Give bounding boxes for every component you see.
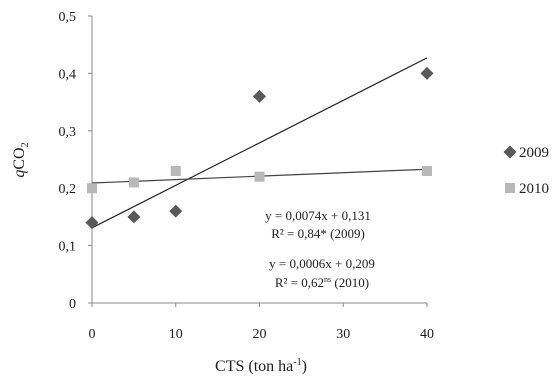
- data-point-2009: [127, 210, 141, 224]
- y-axis-label-subscript: 2: [20, 142, 31, 147]
- legend-marker-2009: [503, 145, 517, 159]
- x-tick-label: 0: [89, 327, 96, 342]
- r2-2009-value: R² = 0,84*: [271, 226, 327, 241]
- equation-2009: y = 0,0074x + 0,131: [265, 208, 371, 223]
- trendline-2009: [91, 57, 428, 229]
- equation-2010: y = 0,0006x + 0,209: [269, 256, 375, 271]
- data-point-2010: [422, 165, 432, 176]
- data-point-2009: [85, 216, 99, 230]
- x-tick-label: 10: [169, 327, 183, 342]
- data-point-2009: [420, 66, 434, 80]
- legend-marker-2010: [505, 183, 515, 193]
- x-tick-label: 30: [336, 327, 350, 342]
- data-point-2010: [254, 171, 265, 182]
- y-tick-label: 0: [69, 297, 76, 312]
- x-tick-label: 20: [253, 327, 267, 342]
- y-tick-label: 0,2: [59, 182, 77, 197]
- y-tick-label: 0,5: [59, 10, 77, 25]
- x-tick-label: 40: [420, 327, 434, 342]
- data-points: [85, 66, 434, 230]
- y-tick-label: 0,4: [59, 67, 77, 82]
- r2-2009-year: (2009): [327, 226, 365, 241]
- legend-label-2009: 2009: [519, 145, 549, 161]
- tick-labels: 0 0,1 0,2 0,3 0,4 0,5 0 10 20 30 40: [59, 10, 435, 342]
- y-tick-label: 0,3: [59, 125, 77, 140]
- data-point-2009: [253, 89, 266, 103]
- r2-2010-significance: ns: [324, 275, 331, 284]
- data-point-2010: [87, 183, 97, 194]
- regression-annotations: y = 0,0074x + 0,131 R² = 0,84* (2009) y …: [265, 208, 375, 290]
- y-axis-label-q: q: [11, 170, 28, 178]
- y-axis-label: qCO2: [11, 142, 31, 177]
- r2-2010-value: R² = 0,62: [275, 275, 324, 290]
- trendlines: [91, 57, 428, 229]
- data-point-2010: [128, 177, 139, 188]
- data-point-2009: [169, 204, 183, 218]
- x-axis-label-close: ): [302, 358, 307, 375]
- x-axis-label-main: CTS (ton ha: [215, 358, 293, 375]
- y-tick-label: 0,1: [59, 240, 77, 255]
- legend: 2009 2010: [503, 145, 549, 197]
- data-point-2010: [170, 165, 181, 176]
- axes: [88, 15, 428, 307]
- legend-label-2010: 2010: [519, 181, 549, 197]
- r2-2009: R² = 0,84* (2009): [271, 226, 365, 241]
- x-axis-label: CTS (ton ha-1): [215, 357, 307, 375]
- y-axis-label-co: CO: [11, 147, 28, 169]
- x-axis-label-superscript: -1: [293, 357, 301, 368]
- r2-2010-year: (2010): [331, 275, 369, 290]
- r2-2010: R² = 0,62ns (2010): [275, 275, 369, 290]
